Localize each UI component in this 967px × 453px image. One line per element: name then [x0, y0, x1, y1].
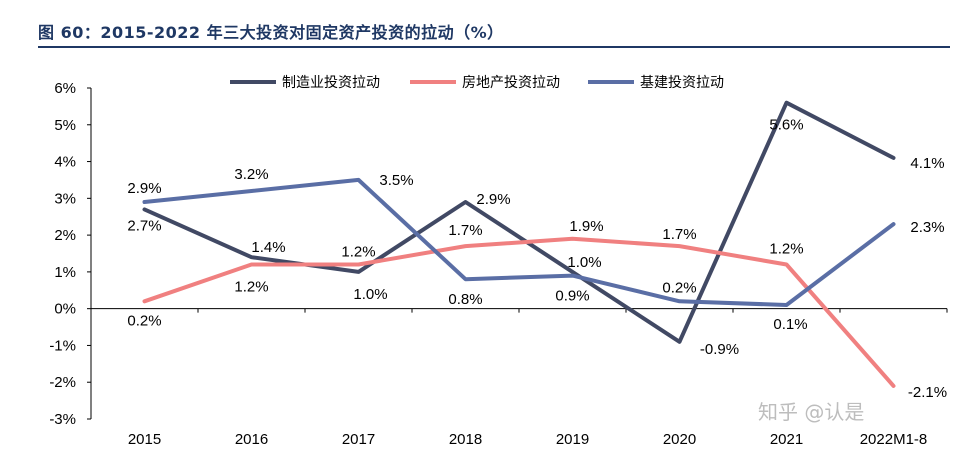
y-tick-label: 6% — [54, 80, 76, 97]
data-label: 1.4% — [251, 239, 285, 256]
y-tick-label: 1% — [54, 264, 76, 281]
data-label: 1.7% — [662, 226, 696, 243]
series-line-0 — [142, 100, 896, 344]
legend-label-1: 房地产投资拉动 — [462, 75, 560, 91]
series-line-2 — [142, 177, 896, 307]
data-label: 1.0% — [567, 254, 601, 271]
y-tick-label: 2% — [54, 227, 76, 244]
data-label: 1.2% — [341, 244, 375, 261]
data-label: 0.2% — [662, 279, 696, 296]
chart-title: 图 60：2015-2022 年三大投资对固定资产投资的拉动（%） — [38, 23, 504, 42]
data-label: 1.2% — [769, 241, 803, 258]
x-tick-label: 2017 — [342, 431, 375, 448]
x-tick-label: 2019 — [556, 431, 589, 448]
y-tick-label: 5% — [54, 117, 76, 134]
y-tick-label: -3% — [49, 411, 76, 428]
x-tick-label: 2016 — [235, 431, 268, 448]
data-label: 3.5% — [379, 172, 413, 189]
data-label: 1.2% — [234, 279, 268, 296]
data-label: 2.3% — [910, 219, 944, 236]
x-tick-label: 2015 — [128, 431, 161, 448]
data-label: 0.9% — [555, 288, 589, 305]
y-tick-label: 4% — [54, 154, 76, 171]
x-tick-label: 2022M1-8 — [860, 431, 928, 448]
legend-label-2: 基建投资拉动 — [640, 74, 724, 91]
legend-label-0: 制造业投资拉动 — [282, 75, 380, 91]
title-underline — [38, 46, 950, 48]
data-label: 0.2% — [127, 312, 161, 329]
series-line-1 — [142, 236, 896, 388]
y-tick-label: 3% — [54, 190, 76, 207]
y-tick-label: 0% — [54, 301, 76, 318]
x-tick-label: 2020 — [663, 431, 696, 448]
data-label: -0.9% — [700, 341, 739, 358]
y-tick-label: -2% — [49, 374, 76, 391]
data-label: 0.8% — [448, 291, 482, 308]
data-label: 2.9% — [127, 180, 161, 197]
data-label: 5.6% — [769, 117, 803, 134]
data-label: 3.2% — [234, 166, 268, 183]
y-tick-label: -1% — [49, 337, 76, 354]
data-label: 1.7% — [448, 222, 482, 239]
data-label: -2.1% — [908, 384, 947, 401]
data-label: 1.0% — [353, 286, 387, 303]
data-label: 4.1% — [910, 155, 944, 172]
data-label: 1.9% — [569, 218, 603, 235]
x-tick-label: 2018 — [449, 431, 482, 448]
data-label: 2.9% — [476, 191, 510, 208]
data-label: 2.7% — [127, 217, 161, 234]
watermark: 知乎 @认是 — [758, 400, 865, 424]
data-label: 0.1% — [773, 316, 807, 333]
x-tick-label: 2021 — [770, 431, 803, 448]
